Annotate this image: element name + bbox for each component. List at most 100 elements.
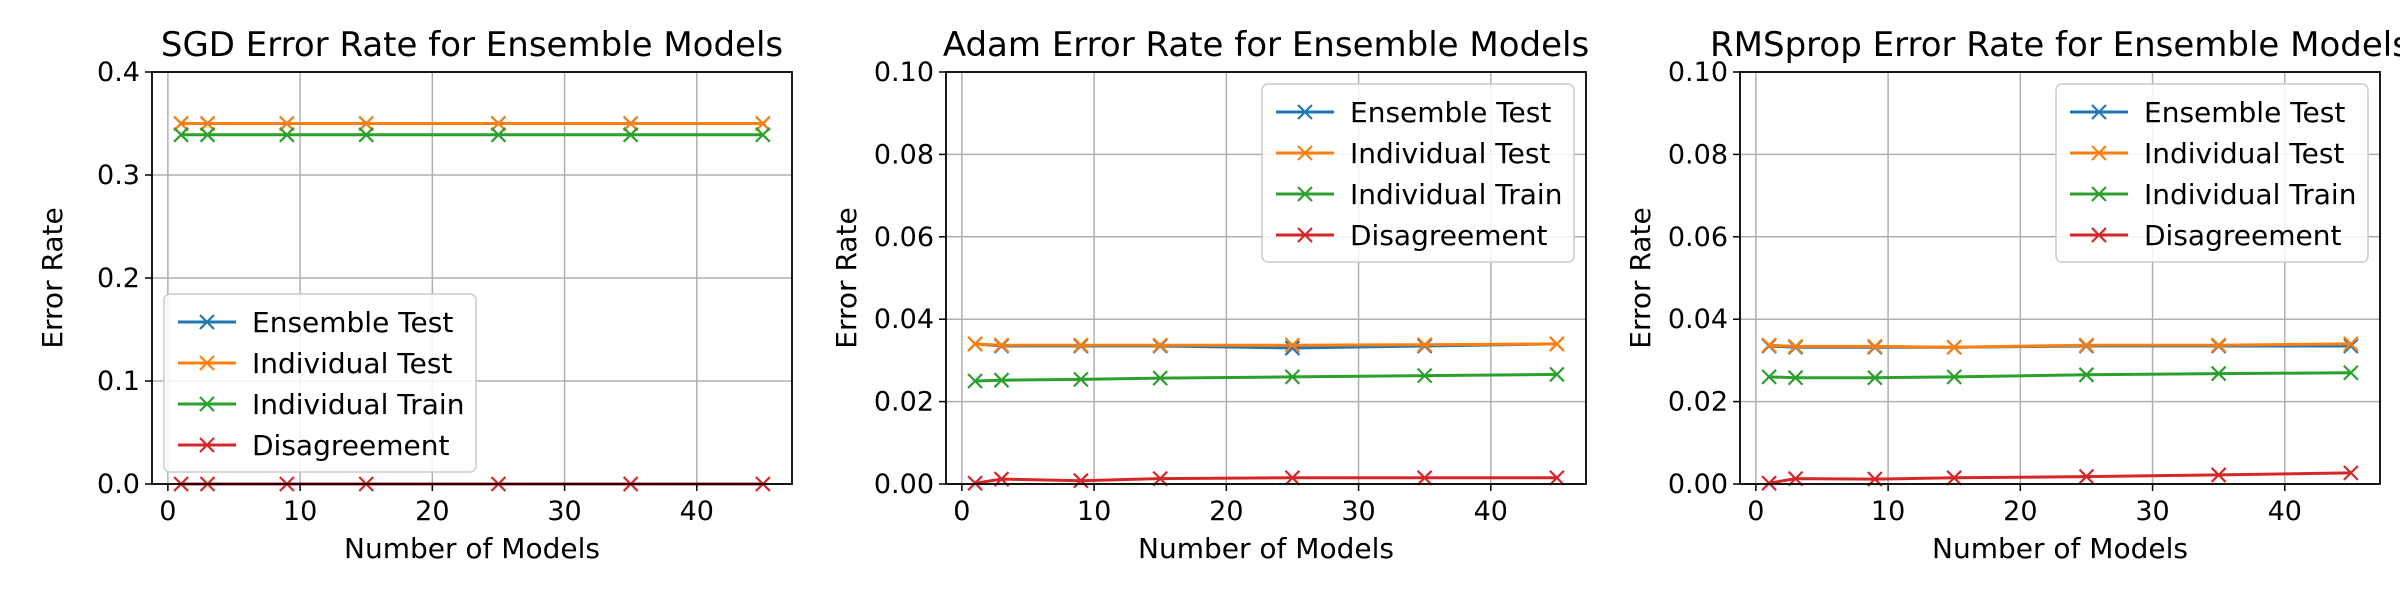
y-tick-label: 0.3	[97, 160, 140, 191]
legend-label: Disagreement	[1350, 219, 1547, 252]
legend-box	[163, 293, 477, 473]
data-point	[358, 127, 374, 143]
series-individual-test	[173, 115, 771, 132]
legend-label: Ensemble Test	[2144, 96, 2345, 129]
data-point	[1152, 370, 1168, 386]
data-point	[967, 336, 983, 352]
legend-label: Individual Test	[2144, 137, 2344, 170]
legend-label: Individual Train	[252, 388, 464, 421]
data-point	[993, 337, 1010, 353]
data-point	[1073, 371, 1089, 388]
legend-item: Individual Test	[1276, 137, 1550, 170]
y-tick-label: 0.10	[1668, 57, 1728, 88]
y-tick-label: 0.00	[1668, 469, 1728, 500]
chart-title: SGD Error Rate for Ensemble Models	[161, 25, 783, 65]
legend-label: Individual Test	[252, 347, 452, 380]
data-point	[2210, 337, 2227, 353]
legend-marker	[1297, 145, 1313, 161]
legend: Ensemble Test Individual Test Individual T…	[1261, 83, 1575, 263]
y-axis-label: Error Rate	[36, 207, 69, 348]
x-tick-label: 0	[159, 496, 176, 527]
y-tick-label: 0.04	[874, 304, 934, 335]
legend: Ensemble Test Individual Test Individual T…	[2055, 83, 2369, 263]
y-axis: 0.0 0.1 0.2 0.3 0.4	[97, 57, 152, 500]
data-point	[1761, 369, 1777, 385]
data-point	[173, 115, 189, 132]
y-tick-label: 0.08	[874, 139, 934, 170]
x-tick-label: 40	[1474, 496, 1508, 527]
plot-frame	[1739, 71, 2381, 485]
series-disagreement	[1761, 465, 2359, 491]
series-individual-train	[1761, 364, 2359, 386]
data-point	[1946, 339, 1962, 355]
data-point	[2210, 365, 2227, 382]
data-point	[622, 127, 639, 143]
legend-label: Ensemble Test	[252, 306, 453, 339]
chart-panel-3: 0 10 20 30 40 0.00 0.02 0.04 0.06 0.08 0.10RMSprop…	[1624, 25, 2400, 565]
data-point	[967, 373, 983, 389]
legend-marker	[2091, 145, 2107, 161]
chart-panel-2: 0 10 20 30 40 0.00 0.02 0.04 0.06 0.08 0.10 Adam Er…	[830, 25, 1589, 565]
data-point	[279, 115, 295, 132]
data-point	[1787, 338, 1804, 355]
y-tick-label: 0.0	[97, 469, 140, 500]
legend-item: Ensemble Test	[1276, 96, 1551, 129]
legend-label: Disagreement	[252, 429, 449, 462]
data-point	[1761, 337, 1777, 353]
series-group	[967, 336, 1565, 491]
y-tick-label: 0.10	[874, 57, 934, 88]
legend-label: Individual Train	[2144, 178, 2356, 211]
data-point	[2343, 364, 2359, 381]
data-point	[279, 127, 295, 143]
series-group	[1761, 336, 2359, 491]
legend-label: Ensemble Test	[1350, 96, 1551, 129]
series-line	[974, 476, 1557, 485]
y-tick-label: 0.00	[874, 469, 934, 500]
series-line	[975, 372, 1557, 383]
data-point	[199, 127, 216, 143]
data-point	[199, 115, 216, 132]
legend-item: Individual Test	[2070, 137, 2344, 170]
data-point	[1416, 470, 1433, 486]
data-point	[1946, 470, 1962, 486]
y-axis-label: Error Rate	[830, 207, 863, 348]
data-point	[2078, 468, 2095, 485]
x-tick-label: 20	[2003, 496, 2037, 527]
data-point	[1416, 336, 1433, 353]
legend-label: Disagreement	[2144, 219, 2341, 252]
y-axis: 0.00 0.02 0.04 0.06 0.08 0.10	[874, 57, 946, 500]
y-tick-label: 0.4	[97, 57, 140, 88]
legend-item: Individual Train	[178, 388, 464, 421]
chart-title: Adam Error Rate for Ensemble Models	[943, 25, 1589, 65]
series-line	[975, 342, 1557, 347]
series-individual-train	[173, 127, 771, 143]
data-point	[1073, 472, 1089, 489]
x-tick-label: 10	[283, 496, 317, 527]
data-point	[1416, 367, 1433, 384]
chart-title: RMSprop Error Rate for Ensemble Models	[1710, 25, 2400, 65]
data-point	[1284, 337, 1301, 353]
x-axis: 0 10 20 30 40	[953, 484, 1508, 527]
y-tick-label: 0.1	[97, 366, 140, 397]
y-tick-label: 0.02	[874, 387, 934, 418]
data-point	[1549, 336, 1565, 352]
x-tick-label: 20	[415, 496, 449, 527]
legend-box	[2055, 83, 2369, 263]
legend-marker	[199, 355, 215, 371]
legend-marker	[2091, 227, 2107, 243]
series-disagreement	[967, 470, 1565, 491]
data-point	[358, 115, 374, 132]
data-point	[1284, 340, 1301, 356]
series-line	[1768, 471, 2351, 485]
y-tick-label: 0.06	[874, 222, 934, 253]
data-point	[755, 115, 771, 132]
data-point	[622, 115, 639, 132]
x-tick-label: 10	[1077, 496, 1111, 527]
legend-marker	[2091, 186, 2107, 202]
x-tick-label: 40	[2268, 496, 2302, 527]
plot-frame	[945, 71, 1587, 485]
data-point	[1787, 369, 1804, 386]
data-point	[1549, 470, 1565, 486]
x-axis: 0 10 20 30 40	[1747, 484, 2302, 527]
data-point	[1867, 369, 1883, 386]
